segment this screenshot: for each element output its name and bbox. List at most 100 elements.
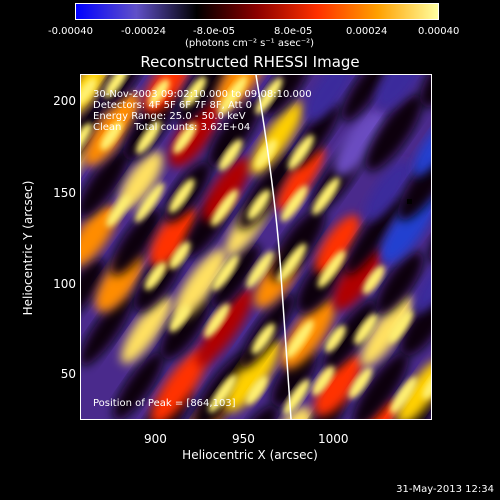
dark-streak (110, 207, 162, 276)
annotation-counts: Clean Total counts: 3.62E+04 (93, 122, 251, 133)
dark-streak (270, 208, 326, 281)
y-tick-label: 50 (60, 367, 76, 381)
emission-streak (396, 358, 431, 419)
background-streak (376, 75, 427, 109)
background-streak (333, 109, 386, 177)
emission-core (348, 367, 373, 399)
image-title: Reconstructed RHESSI Image (140, 53, 360, 71)
emission-core (422, 369, 431, 399)
emission-core (81, 77, 97, 105)
emission-core (254, 139, 278, 169)
emission-core (280, 185, 308, 222)
emission-streak (173, 248, 227, 320)
emission-core (212, 254, 239, 291)
background-streak (364, 161, 410, 221)
emission-core (144, 261, 167, 291)
y-tick-label: 100 (53, 277, 76, 291)
emission-core (354, 313, 378, 345)
emission-streak (196, 288, 254, 367)
emission-core (182, 76, 207, 108)
emission-core (324, 325, 346, 353)
dark-streak (375, 251, 424, 315)
colorbar-unit: (photons cm⁻² s⁻¹ asec⁻²) (185, 38, 315, 49)
emission-core (362, 265, 385, 295)
emission-streak (360, 295, 414, 367)
emission-streak (314, 355, 362, 416)
emission-streak (332, 247, 382, 311)
y-tick-label: 200 (53, 94, 76, 108)
emission-core (312, 366, 335, 396)
annotation-peak: Position of Peak = [864,103] (93, 398, 236, 409)
emission-core (388, 310, 413, 344)
dark-streak (211, 243, 261, 309)
dark-streak (81, 98, 106, 178)
emission-streak (315, 215, 360, 274)
rhessi-image-panel: 30-Nov-2003 09:02:10.000 to 09:08:10.000… (80, 74, 432, 420)
dark-streak (208, 98, 261, 168)
peak-marker (407, 199, 412, 204)
timestamp: 31-May-2013 12:34 (396, 484, 494, 495)
rhessi-image (81, 75, 431, 419)
emission-streak (339, 399, 398, 419)
y-tick-label: 150 (53, 186, 76, 200)
background-streak (414, 248, 431, 313)
emission-core (169, 178, 195, 213)
dark-streak (365, 94, 423, 171)
emission-core (100, 120, 123, 151)
emission-core (312, 177, 340, 215)
emission-core (169, 304, 191, 332)
background-streak (413, 106, 431, 176)
background-streak (305, 75, 354, 122)
emission-streak (150, 349, 207, 419)
dark-streak (323, 300, 377, 373)
emission-core (208, 374, 237, 413)
emission-core (245, 375, 268, 405)
emission-core (247, 189, 271, 220)
annotation-time: 30-Nov-2003 09:02:10.000 to 09:08:10.000 (93, 89, 312, 100)
emission-core (285, 319, 314, 359)
x-axis-label: Heliocentric X (arcsec) (182, 448, 318, 462)
x-tick-label: 1000 (318, 432, 349, 446)
solar-limb-line (255, 75, 292, 419)
emission-core (317, 250, 346, 288)
colorbar-tick: -0.00024 (121, 26, 166, 37)
emission-core (134, 182, 165, 223)
dark-streak (113, 352, 164, 419)
emission-core (218, 75, 248, 116)
emission-streak (81, 205, 117, 267)
dark-streak (344, 197, 402, 275)
emission-core (389, 376, 418, 414)
emission-core (211, 189, 239, 227)
dark-streak (400, 295, 431, 357)
emission-core (218, 139, 243, 171)
emission-core (136, 120, 161, 155)
colorbar-tick: 8.0e-05 (274, 26, 313, 37)
colorbar-tick: -0.00040 (48, 26, 93, 37)
colorbar (75, 3, 439, 20)
emission-core (104, 75, 129, 98)
emission-core (204, 303, 230, 338)
dark-streak (160, 295, 210, 360)
annotation-detectors: Detectors: 4F 5F 6F 7F 8F, Att 0 (93, 100, 253, 111)
emission-core (251, 323, 275, 355)
emission-core (277, 243, 307, 283)
dark-streak (271, 349, 317, 408)
emission-core (106, 194, 131, 227)
dark-streak (81, 258, 106, 318)
dark-streak (81, 293, 133, 366)
dark-streak (352, 352, 409, 419)
colorbar-tick: 0.00040 (418, 26, 460, 37)
emission-core (246, 251, 274, 289)
dark-streak (262, 75, 311, 117)
annotation-energy: Energy Range: 25.0 - 50.0 keV (93, 111, 246, 122)
colorbar-tick: 0.00024 (346, 26, 388, 37)
emission-core (148, 78, 170, 107)
emission-core (173, 122, 197, 154)
dark-streak (81, 149, 129, 219)
background-streak (380, 192, 431, 264)
emission-core (169, 241, 191, 270)
emission-streak (118, 151, 164, 210)
dark-streak (341, 75, 394, 122)
emission-streak (276, 146, 325, 212)
y-axis-label: Heliocentric Y (arcsec) (21, 180, 35, 316)
